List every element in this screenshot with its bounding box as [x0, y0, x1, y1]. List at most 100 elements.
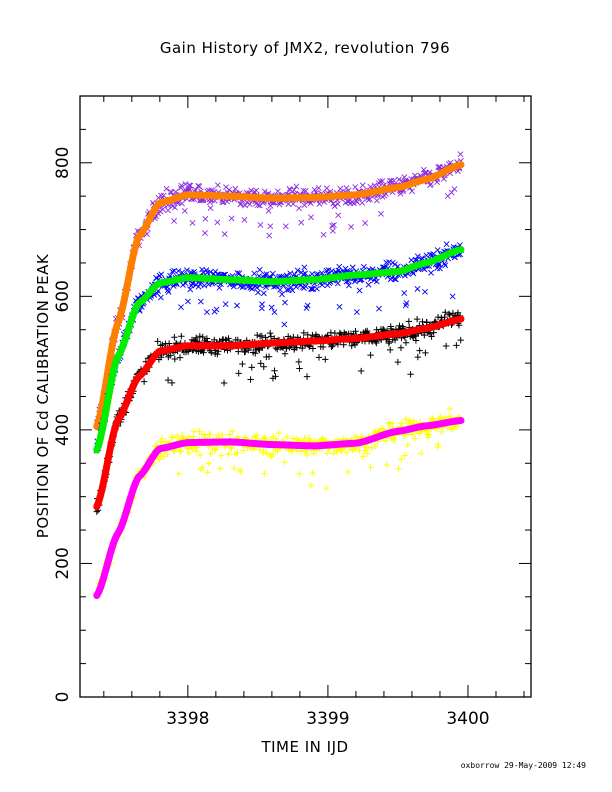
- data-point: [242, 202, 249, 209]
- data-point: [187, 286, 194, 293]
- data-point: [411, 435, 419, 442]
- data-point: [171, 217, 177, 224]
- data-point: [267, 223, 274, 230]
- data-point: [353, 309, 360, 315]
- data-point: [310, 450, 318, 457]
- data-point: [351, 200, 357, 207]
- fit-curve: [93, 161, 465, 431]
- data-point: [225, 335, 232, 342]
- data-point: [205, 460, 213, 467]
- data-point: [251, 270, 258, 277]
- data-point: [438, 428, 445, 436]
- data-point: [178, 182, 185, 189]
- data-point: [397, 344, 405, 352]
- data-point: [421, 331, 428, 339]
- data-point: [410, 417, 417, 424]
- data-point: [422, 349, 429, 357]
- data-point: [303, 451, 311, 459]
- data-point: [304, 302, 311, 309]
- data-point: [373, 197, 380, 204]
- data-point: [366, 196, 373, 203]
- data-point: [442, 309, 449, 316]
- data-point: [163, 185, 170, 192]
- data-point: [392, 261, 398, 268]
- fit-curve: [93, 246, 465, 454]
- data-point: [169, 434, 177, 441]
- data-point: [359, 199, 366, 206]
- data-point: [232, 185, 239, 192]
- data-point: [225, 450, 232, 458]
- data-point: [336, 303, 343, 310]
- data-point: [269, 451, 276, 458]
- data-point: [219, 199, 226, 206]
- data-point: [315, 185, 322, 191]
- data-point: [279, 291, 285, 298]
- data-point: [234, 449, 241, 456]
- data-point: [183, 267, 190, 274]
- data-point: [140, 378, 148, 385]
- data-point: [193, 448, 200, 455]
- fit-curve: [93, 315, 465, 511]
- data-point: [298, 219, 305, 226]
- series-group: [93, 241, 465, 454]
- data-point: [252, 350, 259, 357]
- data-point: [453, 342, 460, 349]
- data-point: [263, 450, 270, 457]
- data-point: [329, 227, 336, 234]
- data-point: [256, 446, 263, 453]
- y-tick-label: 600: [53, 280, 73, 312]
- data-point: [176, 354, 184, 361]
- data-point: [257, 222, 264, 228]
- data-point: [443, 241, 450, 248]
- data-point: [416, 347, 423, 354]
- data-point: [267, 333, 275, 340]
- data-point: [196, 183, 203, 190]
- data-point: [275, 429, 282, 437]
- data-point: [429, 415, 436, 422]
- y-tick-label: 200: [53, 547, 73, 579]
- data-point: [343, 278, 350, 285]
- data-point: [300, 271, 307, 278]
- data-point: [425, 431, 433, 438]
- data-point: [352, 184, 359, 191]
- data-point: [200, 349, 207, 356]
- data-point: [234, 302, 240, 309]
- data-point: [367, 464, 374, 471]
- y-tick-label: 800: [53, 147, 73, 179]
- data-point: [196, 332, 204, 340]
- data-point: [301, 264, 308, 271]
- data-point: [175, 470, 182, 478]
- data-point: [308, 214, 314, 221]
- data-point: [405, 318, 413, 325]
- data-point: [419, 255, 425, 261]
- data-point: [388, 420, 396, 427]
- data-point: [325, 267, 332, 273]
- data-point: [254, 202, 261, 209]
- data-point: [447, 426, 455, 433]
- data-point: [396, 176, 402, 183]
- data-point: [371, 442, 379, 450]
- data-point: [322, 356, 329, 363]
- data-point: [248, 364, 255, 371]
- data-point: [195, 283, 202, 290]
- data-point: [220, 379, 228, 387]
- data-point: [199, 464, 206, 471]
- y-axis-label: POSITION OF Cd CALIBRATION PEAK: [34, 253, 52, 538]
- data-point: [178, 304, 184, 311]
- data-point: [181, 207, 188, 214]
- data-point: [228, 215, 235, 222]
- data-point: [236, 270, 243, 277]
- data-point: [307, 200, 314, 207]
- data-point: [158, 271, 165, 278]
- data-point: [260, 447, 267, 454]
- data-point: [157, 354, 165, 361]
- data-point: [385, 419, 392, 426]
- data-point: [196, 451, 204, 459]
- data-point: [331, 203, 338, 210]
- data-point: [373, 278, 380, 285]
- data-point: [239, 360, 246, 368]
- data-point: [430, 329, 437, 336]
- series-group: [93, 309, 465, 515]
- data-point: [165, 289, 172, 295]
